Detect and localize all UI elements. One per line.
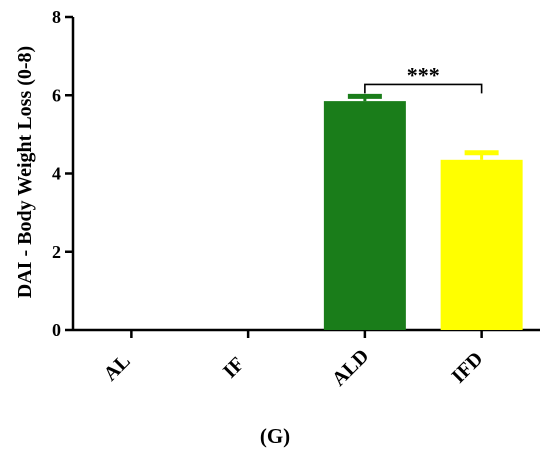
- significance-bracket: [364, 83, 483, 94]
- x-tick-label: ALD: [328, 345, 373, 390]
- bars: [323, 93, 523, 331]
- y-tick-label: 6: [52, 85, 61, 105]
- labels: 0 2 4 6 8 AL IF ALD IFD ***: [52, 7, 487, 390]
- y-tick-label: 4: [52, 164, 61, 184]
- bar: [440, 159, 523, 330]
- x-tick-label: AL: [100, 350, 135, 385]
- x-tick-label: IF: [219, 353, 249, 383]
- y-tick-label: 8: [52, 7, 61, 27]
- significance-label: ***: [407, 62, 440, 87]
- y-axis-title: DAI - Body Weight Loss (0-8): [14, 46, 36, 298]
- panel-caption: (G): [260, 424, 290, 448]
- y-tick-label: 2: [52, 242, 61, 262]
- bar: [323, 101, 406, 331]
- y-tick-label: 0: [52, 320, 61, 340]
- x-tick-label: IFD: [447, 348, 487, 388]
